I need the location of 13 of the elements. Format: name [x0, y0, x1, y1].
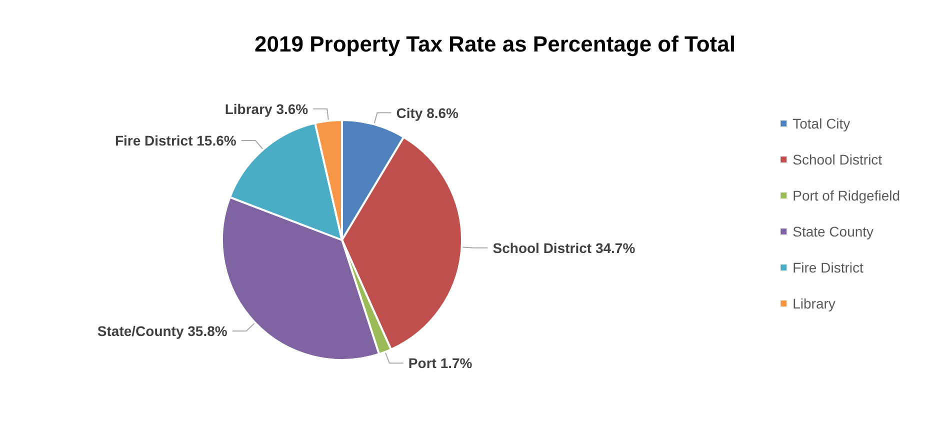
data-label: City 8.6% — [396, 104, 460, 121]
legend-label: State County — [792, 224, 874, 240]
legend-label: School District — [792, 152, 882, 168]
data-label: State/County 35.8% — [97, 322, 228, 339]
data-label: School District 34.7% — [492, 240, 636, 256]
legend-label: Total City — [792, 116, 850, 132]
data-label: Port 1.7% — [408, 355, 473, 372]
data-label: Fire District 15.6% — [114, 132, 237, 148]
legend-label: Fire District — [792, 260, 864, 276]
legend-label: Port of Ridgefield — [792, 188, 900, 204]
legend-label: Library — [792, 296, 836, 312]
data-label: Library 3.6% — [224, 100, 309, 117]
chart-title: 2019 Property Tax Rate as Percentage of Total — [254, 32, 736, 56]
